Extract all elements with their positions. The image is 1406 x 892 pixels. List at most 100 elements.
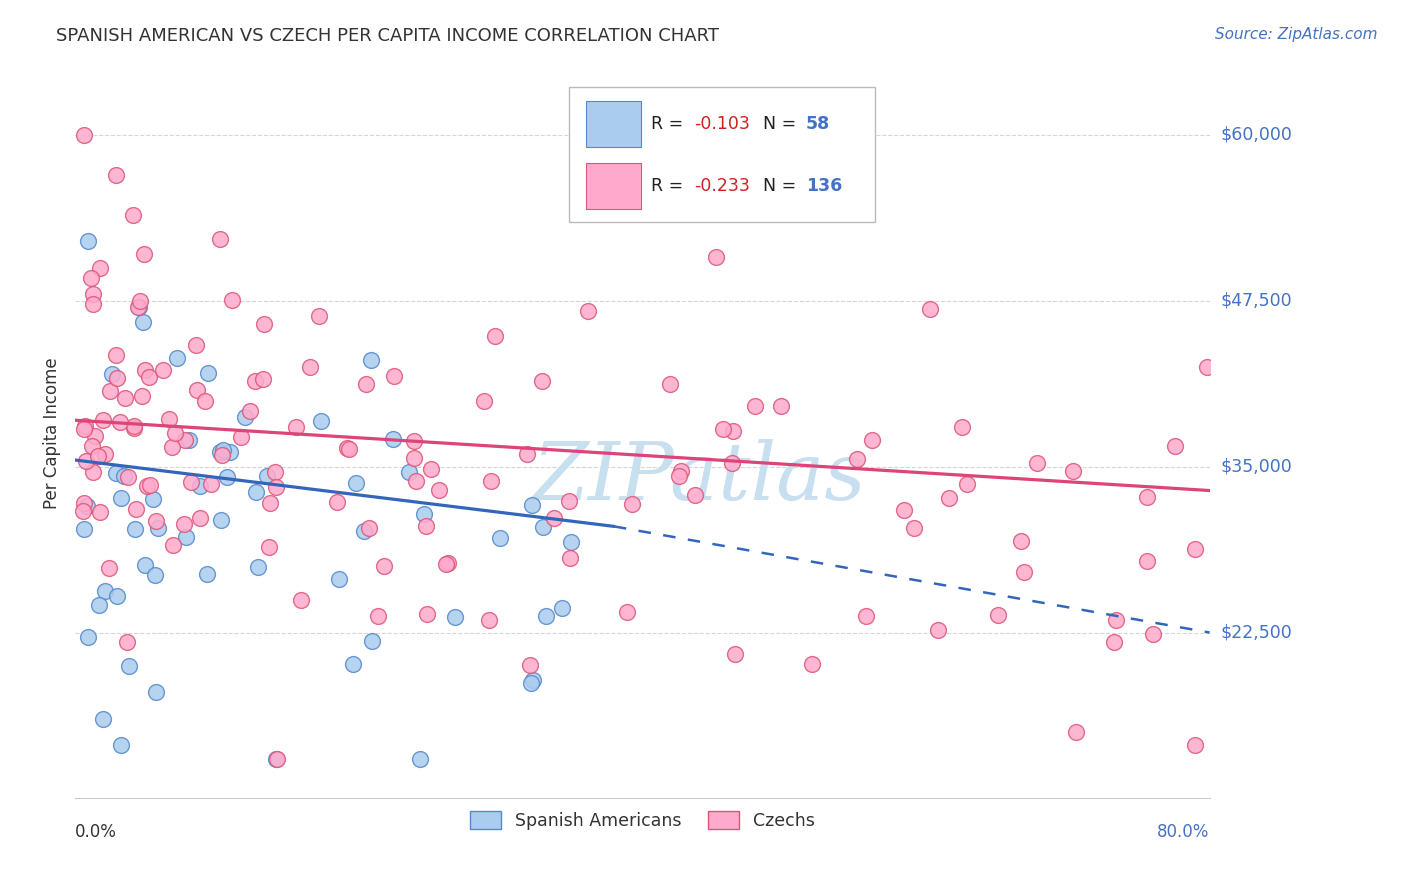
Point [105, 168, 128, 182]
Point [419, 462, 441, 476]
Point [122, 419, 145, 434]
Point [134, 363, 156, 377]
Point [110, 491, 132, 506]
Point [952, 420, 974, 434]
Point [846, 452, 869, 467]
Point [252, 372, 274, 386]
Point [256, 468, 278, 483]
Point [416, 607, 439, 621]
Point [124, 522, 146, 536]
Point [264, 751, 287, 765]
Point [855, 609, 877, 624]
Point [436, 556, 458, 570]
Point [956, 476, 979, 491]
Text: $35,000: $35,000 [1220, 458, 1292, 475]
Point [927, 623, 949, 637]
Point [211, 449, 233, 463]
Point [104, 348, 127, 362]
Point [356, 376, 378, 391]
Point [893, 503, 915, 517]
Point [110, 739, 132, 753]
Point [253, 317, 276, 331]
Point [515, 447, 537, 461]
Point [76, 630, 98, 644]
Point [413, 507, 436, 521]
Point [398, 465, 420, 479]
Point [122, 207, 145, 221]
Point [1163, 439, 1185, 453]
Point [382, 432, 405, 446]
Text: Source: ZipAtlas.com: Source: ZipAtlas.com [1215, 27, 1378, 42]
Point [73, 418, 96, 433]
Point [1136, 554, 1159, 568]
Text: R =: R = [651, 177, 689, 195]
Y-axis label: Per Capita Income: Per Capita Income [44, 358, 60, 509]
Point [522, 673, 544, 687]
Point [1184, 542, 1206, 557]
Point [769, 400, 792, 414]
Point [520, 675, 543, 690]
Point [285, 419, 308, 434]
Text: $47,500: $47,500 [1220, 292, 1292, 310]
Point [373, 559, 395, 574]
Point [706, 251, 728, 265]
Point [1142, 626, 1164, 640]
Point [404, 434, 426, 448]
Point [938, 491, 960, 506]
Point [478, 613, 501, 627]
Point [157, 412, 180, 426]
Point [94, 447, 117, 461]
FancyBboxPatch shape [585, 102, 641, 146]
Point [208, 445, 231, 459]
Point [115, 634, 138, 648]
Point [1104, 635, 1126, 649]
Point [1062, 464, 1084, 478]
Point [138, 370, 160, 384]
Legend: Spanish Americans, Czechs: Spanish Americans, Czechs [463, 805, 821, 838]
Point [353, 524, 375, 538]
Point [87, 598, 110, 612]
Point [82, 287, 104, 301]
Point [179, 433, 201, 447]
Point [551, 601, 574, 615]
Point [266, 751, 288, 765]
Point [80, 439, 103, 453]
Point [118, 658, 141, 673]
Point [1064, 725, 1087, 739]
Point [744, 399, 766, 413]
Point [98, 384, 121, 398]
Point [472, 394, 495, 409]
Point [180, 475, 202, 490]
Point [162, 538, 184, 552]
Point [245, 374, 267, 388]
Point [721, 456, 744, 470]
Point [186, 338, 208, 352]
Point [1184, 739, 1206, 753]
Point [658, 376, 681, 391]
Point [342, 657, 364, 671]
Text: 58: 58 [806, 115, 830, 133]
Point [337, 442, 360, 456]
Point [209, 512, 232, 526]
Point [335, 442, 357, 456]
Point [82, 465, 104, 479]
Point [1026, 456, 1049, 470]
Point [620, 497, 643, 511]
Text: $22,500: $22,500 [1220, 624, 1292, 641]
Point [208, 232, 231, 246]
Text: 0.0%: 0.0% [75, 823, 117, 841]
Point [136, 479, 159, 493]
Point [903, 521, 925, 535]
Point [415, 519, 437, 533]
Point [101, 367, 124, 381]
Point [89, 260, 111, 275]
Point [361, 634, 384, 648]
Point [215, 470, 238, 484]
Point [299, 360, 322, 375]
Point [259, 496, 281, 510]
Point [114, 391, 136, 405]
Point [77, 234, 100, 248]
Point [479, 474, 502, 488]
Text: -0.103: -0.103 [695, 115, 751, 133]
Point [683, 488, 706, 502]
